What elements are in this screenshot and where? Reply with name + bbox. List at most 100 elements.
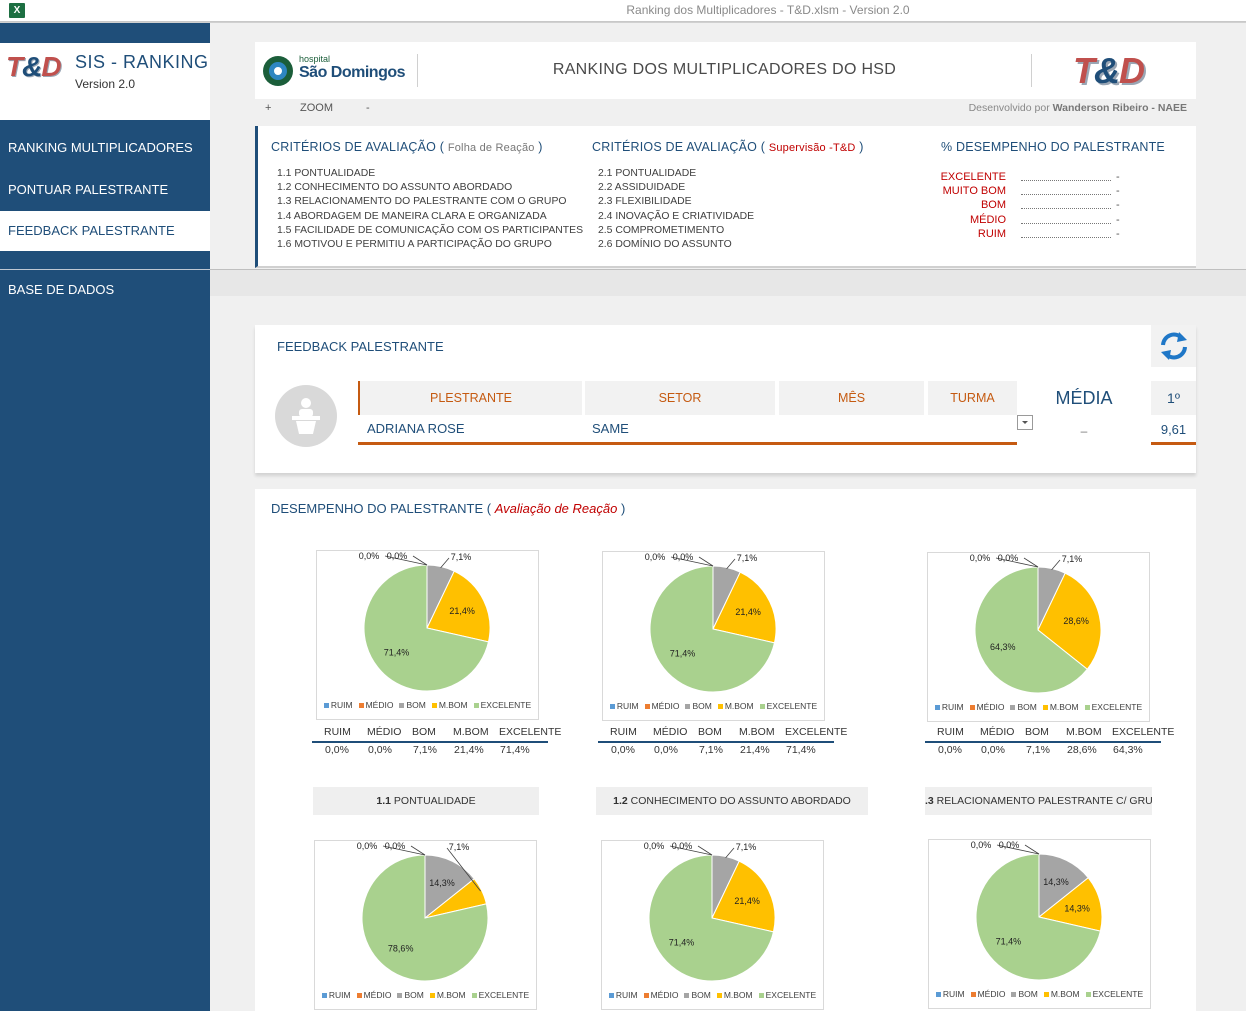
chart-legend: RUIM MÉDIO BOM M.BOM EXCELENTE [929,989,1150,999]
table-cell: 0,0% [938,744,962,756]
dotted-leader [1021,236,1111,238]
app-title: SIS - RANKING [75,52,209,72]
sidebar: T&D SIS - RANKING Version 2.0 RANKING MU… [0,23,210,1011]
legend-item: M.BOM [717,701,754,711]
pie-data-label: 14,3% [429,878,455,888]
leader-line [697,845,713,856]
legend-item: MÉDIO [358,700,393,710]
pie-chart-svg: 0,0% 0,0% 14,3% 14,3% 71,4% [971,840,1103,981]
table-cell: 71,4% [500,744,530,756]
performance-label: BOM [980,199,1006,212]
rank-score: 9,61 [1160,422,1187,437]
criterion-label: 1.1 PONTUALIDADE [313,787,539,815]
palestrante-underline [358,442,1017,445]
pie-chart: 0,0% 0,0% 7,1% 21,4% 71,4% RUIM MÉDIO BOM M.BOM E… [316,550,539,720]
chart-legend: RUIM MÉDIO BOM M.BOM EXCELENTE [603,701,824,711]
table-header-cell: EXCELENTE [1112,726,1175,738]
supervision-criteria-item: 2.4 INOVAÇÃO E CRIATIVIDADE [598,210,755,222]
pie-data-label: 0,0% [387,551,408,561]
reaction-criteria: CRITÉRIOS DE AVALIAÇÃO ( Folha de Reação… [271,140,583,252]
table-header-cell: MÉDIO [367,726,402,738]
sidebar-item-ranking-multiplicadores[interactable]: RANKING MULTIPLICADORES [8,140,193,155]
performance-label: MÉDIO [969,213,1006,226]
feedback-card: FEEDBACK PALESTRANTE PLESTRANTE SETOR MÊ… [255,325,1196,473]
table-cell: 28,6% [1067,744,1097,756]
pie-data-label: 0,0% [385,841,406,851]
header-separator [417,54,418,87]
excel-icon: X [9,3,25,18]
performance-label: EXCELENTE [940,171,1006,183]
section-title: DESEMPENHO DO PALESTRANTE ( Avaliação de… [271,501,626,516]
hospital-logo: hospital São Domingos [263,52,413,90]
legend-swatch [684,993,690,999]
reaction-criteria-item: 1.6 MOTIVOU E PERMITIU A PARTICIPAÇÃO DO… [277,239,552,251]
td-logo: T&D [6,51,62,82]
refresh-button[interactable] [1151,325,1196,367]
distribution-table: RUIM MÉDIO BOM M.BOM EXCELENTE 0,0% 0,0% 7,1% 28… [925,726,1174,759]
table-cell: 0,0% [325,744,349,756]
zoom-toolbar: + ZOOM - Desenvolvido por Wanderson Ribe… [255,100,1196,120]
table-cell: 7,1% [413,744,437,756]
legend-swatch [935,992,941,998]
legend-swatch [397,993,403,999]
legend-item: MÉDIO [643,990,678,1000]
table-header-cell: MÉDIO [653,726,688,738]
rank-position: 1º [1151,381,1196,415]
hospital-logo-icon [263,56,293,86]
reaction-criteria-item: 1.5 FACILIDADE DE COMUNICAÇÃO COM OS PAR… [277,224,583,236]
leader-line [412,555,428,566]
supervision-criteria-item: 2.2 ASSIDUIDADE [598,182,686,194]
palestrante-dropdown[interactable] [1017,415,1033,430]
pie-slice [974,566,1088,694]
pie-chart: 0,0% 0,0% 7,1% 21,4% 71,4% RUIM MÉDIO BOM M.BOM E… [601,840,824,1010]
pie-data-label: 0,0% [999,840,1020,850]
legend-swatch [758,993,764,999]
sidebar-item-pontuar-palestrante[interactable]: PONTUAR PALESTRANTE [8,182,169,197]
sidebar-item-feedback-palestrante[interactable]: FEEDBACK PALESTRANTE [0,211,210,251]
leader-line [995,557,1039,568]
supervision-criteria-item: 2.5 COMPROMETIMENTO [598,224,725,236]
pie-slice [1038,853,1089,919]
pie-data-label: 71,4% [669,937,695,947]
legend-swatch [1042,705,1048,711]
legend-item: M.BOM [1043,989,1080,999]
media-value: – [1080,424,1088,438]
pie-slice [649,565,776,693]
table-header-cell: RUIM [937,726,964,738]
distribution-table: RUIM MÉDIO BOM M.BOM EXCELENTE 0,0% 0,0% 7,1% 21… [312,726,561,759]
legend-swatch [609,704,615,710]
criterion-label: .3 RELACIONAMENTO PALESTRANTE C/ GRUP [925,787,1152,815]
reaction-criteria-item: 1.1 PONTUALIDADE [277,168,376,179]
reaction-criteria-list: 1.1 PONTUALIDADE 1.2 CONHECIMENTO DO ASSU… [271,167,583,252]
chart-legend: RUIM MÉDIO BOM M.BOM EXCELENTE [317,700,538,710]
rank-underline [1151,442,1196,445]
legend-item: M.BOM [716,990,753,1000]
legend-swatch [970,992,976,998]
performance-row: MÉDIO - [946,213,1126,227]
zoom-in-button[interactable]: + [265,102,272,114]
legend-swatch [934,705,940,711]
table-cell: 0,0% [368,744,392,756]
pie-slice [1037,877,1103,932]
table-header-row: RUIM MÉDIO BOM M.BOM EXCELENTE [925,726,1174,741]
sheet-top-border [0,22,1246,23]
legend-item: M.BOM [1042,702,1079,712]
pie-data-label: 71,4% [670,648,696,658]
legend-swatch [759,704,765,710]
section-gap [210,270,1246,296]
media-label: MÉDIA [1055,388,1113,408]
table-cell: 0,0% [611,744,635,756]
zoom-out-button[interactable]: - [366,102,370,114]
legend-item: EXCELENTE [758,990,816,1000]
legend-swatch [1011,992,1017,998]
column-palestrante: PLESTRANTE [358,381,582,415]
palestrante-value[interactable]: ADRIANA ROSE [367,421,465,436]
leader-line [410,845,426,856]
performance-value: - [1116,171,1120,183]
divider [210,269,1246,270]
table-header-row: RUIM MÉDIO BOM M.BOM EXCELENTE [598,726,847,741]
sidebar-item-base-de-dados[interactable]: BASE DE DADOS [8,282,115,297]
pie-chart-svg: 0,0% 0,0% 7,1% 21,4% 71,4% [359,551,491,692]
legend-swatch [717,704,723,710]
dotted-leader [1021,180,1111,181]
